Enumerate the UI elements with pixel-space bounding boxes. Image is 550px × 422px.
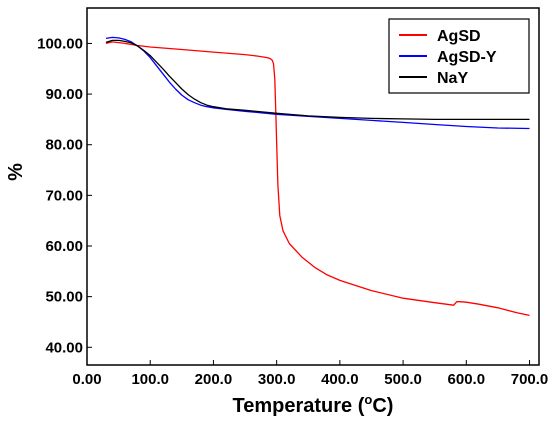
x-tick-label: 300.0	[258, 371, 296, 388]
legend-label: NaY	[437, 70, 468, 87]
x-tick-label: 100.0	[131, 371, 169, 388]
x-tick-label: 700.0	[511, 371, 549, 388]
y-axis-label: %	[5, 163, 27, 181]
y-tick-label: 40.00	[45, 339, 83, 356]
series-line-nay	[105, 39, 530, 121]
x-tick-label: 500.0	[384, 371, 422, 388]
x-axis-label-sup: o	[364, 392, 372, 407]
x-tick-label: 0.00	[72, 371, 101, 388]
y-tick-label: 50.00	[45, 289, 83, 306]
legend-label: AgSD	[437, 28, 481, 45]
y-tick-label: 80.00	[45, 137, 83, 154]
y-tick-label: 100.00	[37, 35, 83, 52]
y-tick-label: 90.00	[45, 86, 83, 103]
x-tick-label: 200.0	[195, 371, 233, 388]
x-axis-label-tail: C)	[372, 395, 393, 417]
x-axis-label-main: Temperature (	[233, 395, 365, 417]
series-line-agsd	[105, 41, 530, 317]
y-tick-label: 70.00	[45, 187, 83, 204]
plot-frame	[86, 7, 540, 366]
series-layer	[105, 36, 530, 317]
legend: AgSD AgSD-Y NaY	[388, 18, 530, 94]
x-tick-label: 600.0	[448, 371, 486, 388]
y-tick-label: 60.00	[45, 238, 83, 255]
tick-layer: 0.00 100.0 200.0 300.0 400.0 500.0 600.0 700.0 4…	[37, 35, 548, 388]
x-tick-label: 400.0	[321, 371, 359, 388]
x-axis-label: Temperature (oC)	[233, 392, 394, 417]
legend-label: AgSD-Y	[437, 49, 497, 66]
